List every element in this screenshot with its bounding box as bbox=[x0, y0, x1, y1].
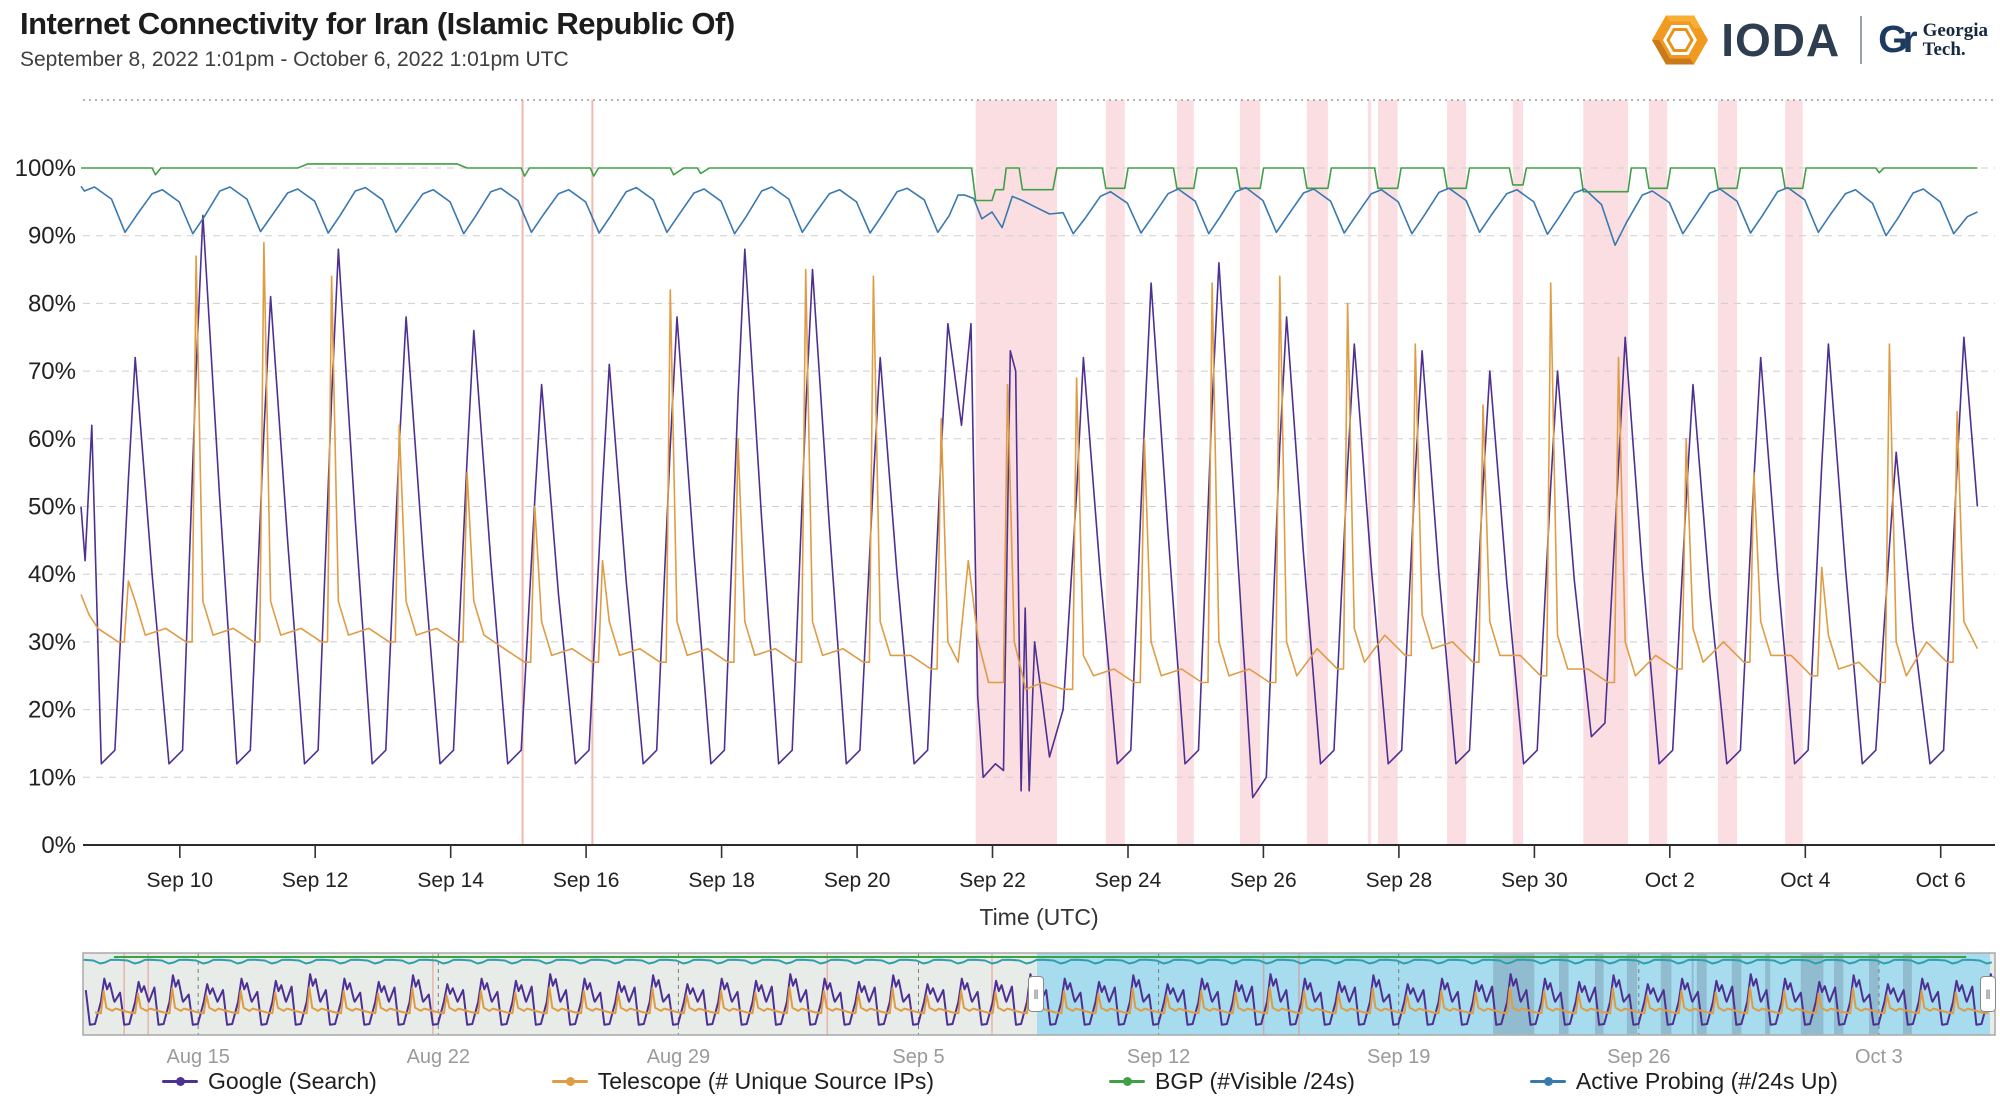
y-axis-tick-label: 0% bbox=[41, 832, 76, 859]
ioda-wordmark: IODA bbox=[1721, 14, 1841, 66]
navigator-left-handle[interactable]: ‖ bbox=[1028, 976, 1044, 1012]
alert-band[interactable] bbox=[1512, 100, 1523, 845]
y-axis-tick-label: 40% bbox=[28, 561, 76, 588]
page-title: Internet Connectivity for Iran (Islamic … bbox=[20, 6, 735, 41]
y-axis-tick-label: 50% bbox=[28, 494, 76, 521]
navigator-right-handle[interactable]: ‖ bbox=[1980, 976, 1996, 1012]
navigator-alert-stripe bbox=[1731, 954, 1742, 1034]
active-probing-series-marker-icon bbox=[1529, 1077, 1566, 1086]
x-axis-tick-label: Sep 24 bbox=[1095, 869, 1162, 892]
alert-band[interactable] bbox=[1447, 100, 1467, 845]
legend-item-telescope[interactable]: Telescope (# Unique Source IPs) bbox=[551, 1068, 934, 1095]
x-axis-tick-label: Oct 2 bbox=[1645, 869, 1695, 892]
navigator-alert-stripe bbox=[1660, 954, 1672, 1034]
y-axis-tick-label: 10% bbox=[28, 764, 76, 791]
main-plot[interactable]: 0% 10% 20% 30% 40% 50% 60% 70% 80% 90% 100% Sep 10 S… bbox=[15, 99, 1995, 930]
x-axis-tick-label: Oct 6 bbox=[1916, 869, 1966, 892]
alert-band[interactable] bbox=[1648, 100, 1668, 845]
grip-icon: ‖ bbox=[1985, 986, 1991, 1002]
alert-band[interactable] bbox=[1718, 100, 1737, 845]
series-line-google-search[interactable] bbox=[80, 214, 1979, 799]
y-axis-tick-label: 30% bbox=[28, 629, 76, 656]
grip-icon: ‖ bbox=[1033, 986, 1039, 1002]
x-axis-tick-label: Sep 22 bbox=[959, 869, 1026, 892]
navigator-alert-stripe bbox=[1559, 954, 1569, 1034]
navigator-alert-stripe bbox=[1800, 954, 1824, 1034]
alert-band[interactable] bbox=[1367, 100, 1372, 845]
navigator-alert-stripe bbox=[1903, 954, 1912, 1034]
x-axis-tick-label: Sep 16 bbox=[553, 869, 620, 892]
legend-item-google-search[interactable]: Google (Search) bbox=[162, 1068, 377, 1095]
alert-band[interactable] bbox=[1176, 100, 1194, 845]
georgia-tech-gt-icon: Gr bbox=[1878, 18, 1917, 61]
y-axis-tick-label: 90% bbox=[28, 223, 76, 250]
navigator-selected-region[interactable] bbox=[1037, 953, 1990, 1035]
series-line-bgp-visible-24s[interactable] bbox=[81, 163, 1978, 202]
navigator-series-active-probing-24s-up bbox=[82, 958, 1993, 965]
navigator-tick-label: Sep 19 bbox=[1367, 1046, 1430, 1068]
x-axis-tick-label: Sep 30 bbox=[1501, 869, 1568, 892]
y-axis-tick-label: 60% bbox=[28, 426, 76, 453]
x-axis-tick-label: Sep 18 bbox=[688, 869, 755, 892]
y-axis-tick-label: 80% bbox=[28, 290, 76, 317]
ioda-hexagon-icon bbox=[1652, 15, 1709, 65]
navigator-tick-label: Aug 15 bbox=[167, 1046, 230, 1068]
x-axis-tick-label: Sep 10 bbox=[147, 869, 214, 892]
navigator-alert-stripe bbox=[1493, 954, 1535, 1034]
x-axis-tick-label: Sep 20 bbox=[824, 869, 891, 892]
navigator-alert-stripe bbox=[1834, 954, 1844, 1034]
x-axis-tick-label: Sep 14 bbox=[417, 869, 484, 892]
y-axis-tick-label: 20% bbox=[28, 697, 76, 724]
navigator-alert-stripe bbox=[1626, 954, 1638, 1034]
x-axis-tick-label: Sep 12 bbox=[282, 869, 349, 892]
navigator-tick-label: Aug 29 bbox=[647, 1046, 710, 1068]
legend: Google (Search) Telescope (# Unique Sour… bbox=[0, 1068, 2000, 1095]
series-line-telescope-unique-source-ips[interactable] bbox=[80, 241, 1979, 691]
telescope-series-marker-icon bbox=[551, 1077, 588, 1086]
alert-band[interactable] bbox=[1105, 100, 1125, 845]
x-axis-tick-label: Sep 26 bbox=[1230, 869, 1297, 892]
navigator-alert-stripe bbox=[1696, 954, 1707, 1034]
alert-band[interactable] bbox=[1785, 100, 1803, 845]
navigator-tick-label: Sep 26 bbox=[1607, 1046, 1670, 1068]
navigator-tick-label: Oct 3 bbox=[1855, 1046, 1903, 1068]
date-range-subtitle: September 8, 2022 1:01pm - October 6, 20… bbox=[20, 48, 569, 71]
series-line-active-probing-24s-up[interactable] bbox=[80, 185, 1978, 246]
ioda-logo[interactable]: IODA Gr Georgia Tech. bbox=[1651, 8, 1988, 72]
x-axis-title: Time (UTC) bbox=[979, 904, 1098, 930]
x-axis-tick-label: Oct 4 bbox=[1780, 869, 1831, 892]
chart-header: Internet Connectivity for Iran (Islamic … bbox=[20, 6, 735, 72]
google-series-marker-icon bbox=[162, 1077, 199, 1086]
y-axis-tick-label: 70% bbox=[28, 358, 76, 385]
alert-band[interactable] bbox=[1239, 100, 1261, 845]
navigator-alert-stripe bbox=[1691, 954, 1694, 1034]
georgia-tech-wordmark: Georgia Tech. bbox=[1922, 20, 1988, 60]
legend-item-bgp[interactable]: BGP (#Visible /24s) bbox=[1109, 1068, 1355, 1095]
navigator-tick-label: Sep 12 bbox=[1127, 1046, 1190, 1068]
alert-band[interactable] bbox=[1378, 100, 1398, 845]
y-axis-tick-label: 100% bbox=[15, 155, 76, 182]
x-axis-tick-label: Sep 28 bbox=[1366, 869, 1433, 892]
navigator-alert-stripe bbox=[1869, 954, 1879, 1034]
legend-item-active-probing[interactable]: Active Probing (#/24s Up) bbox=[1529, 1068, 1838, 1095]
logo-divider bbox=[1860, 16, 1863, 64]
navigator-tick-label: Aug 22 bbox=[407, 1046, 470, 1068]
navigator-alert-stripe bbox=[1595, 954, 1604, 1034]
navigator-tick-label: Sep 5 bbox=[892, 1046, 944, 1068]
navigator-timeline[interactable]: Aug 15 Aug 22 Aug 29 Sep 5 Sep 12 Sep 19 Sep 2… bbox=[82, 952, 1996, 1068]
bgp-series-marker-icon bbox=[1109, 1077, 1146, 1086]
